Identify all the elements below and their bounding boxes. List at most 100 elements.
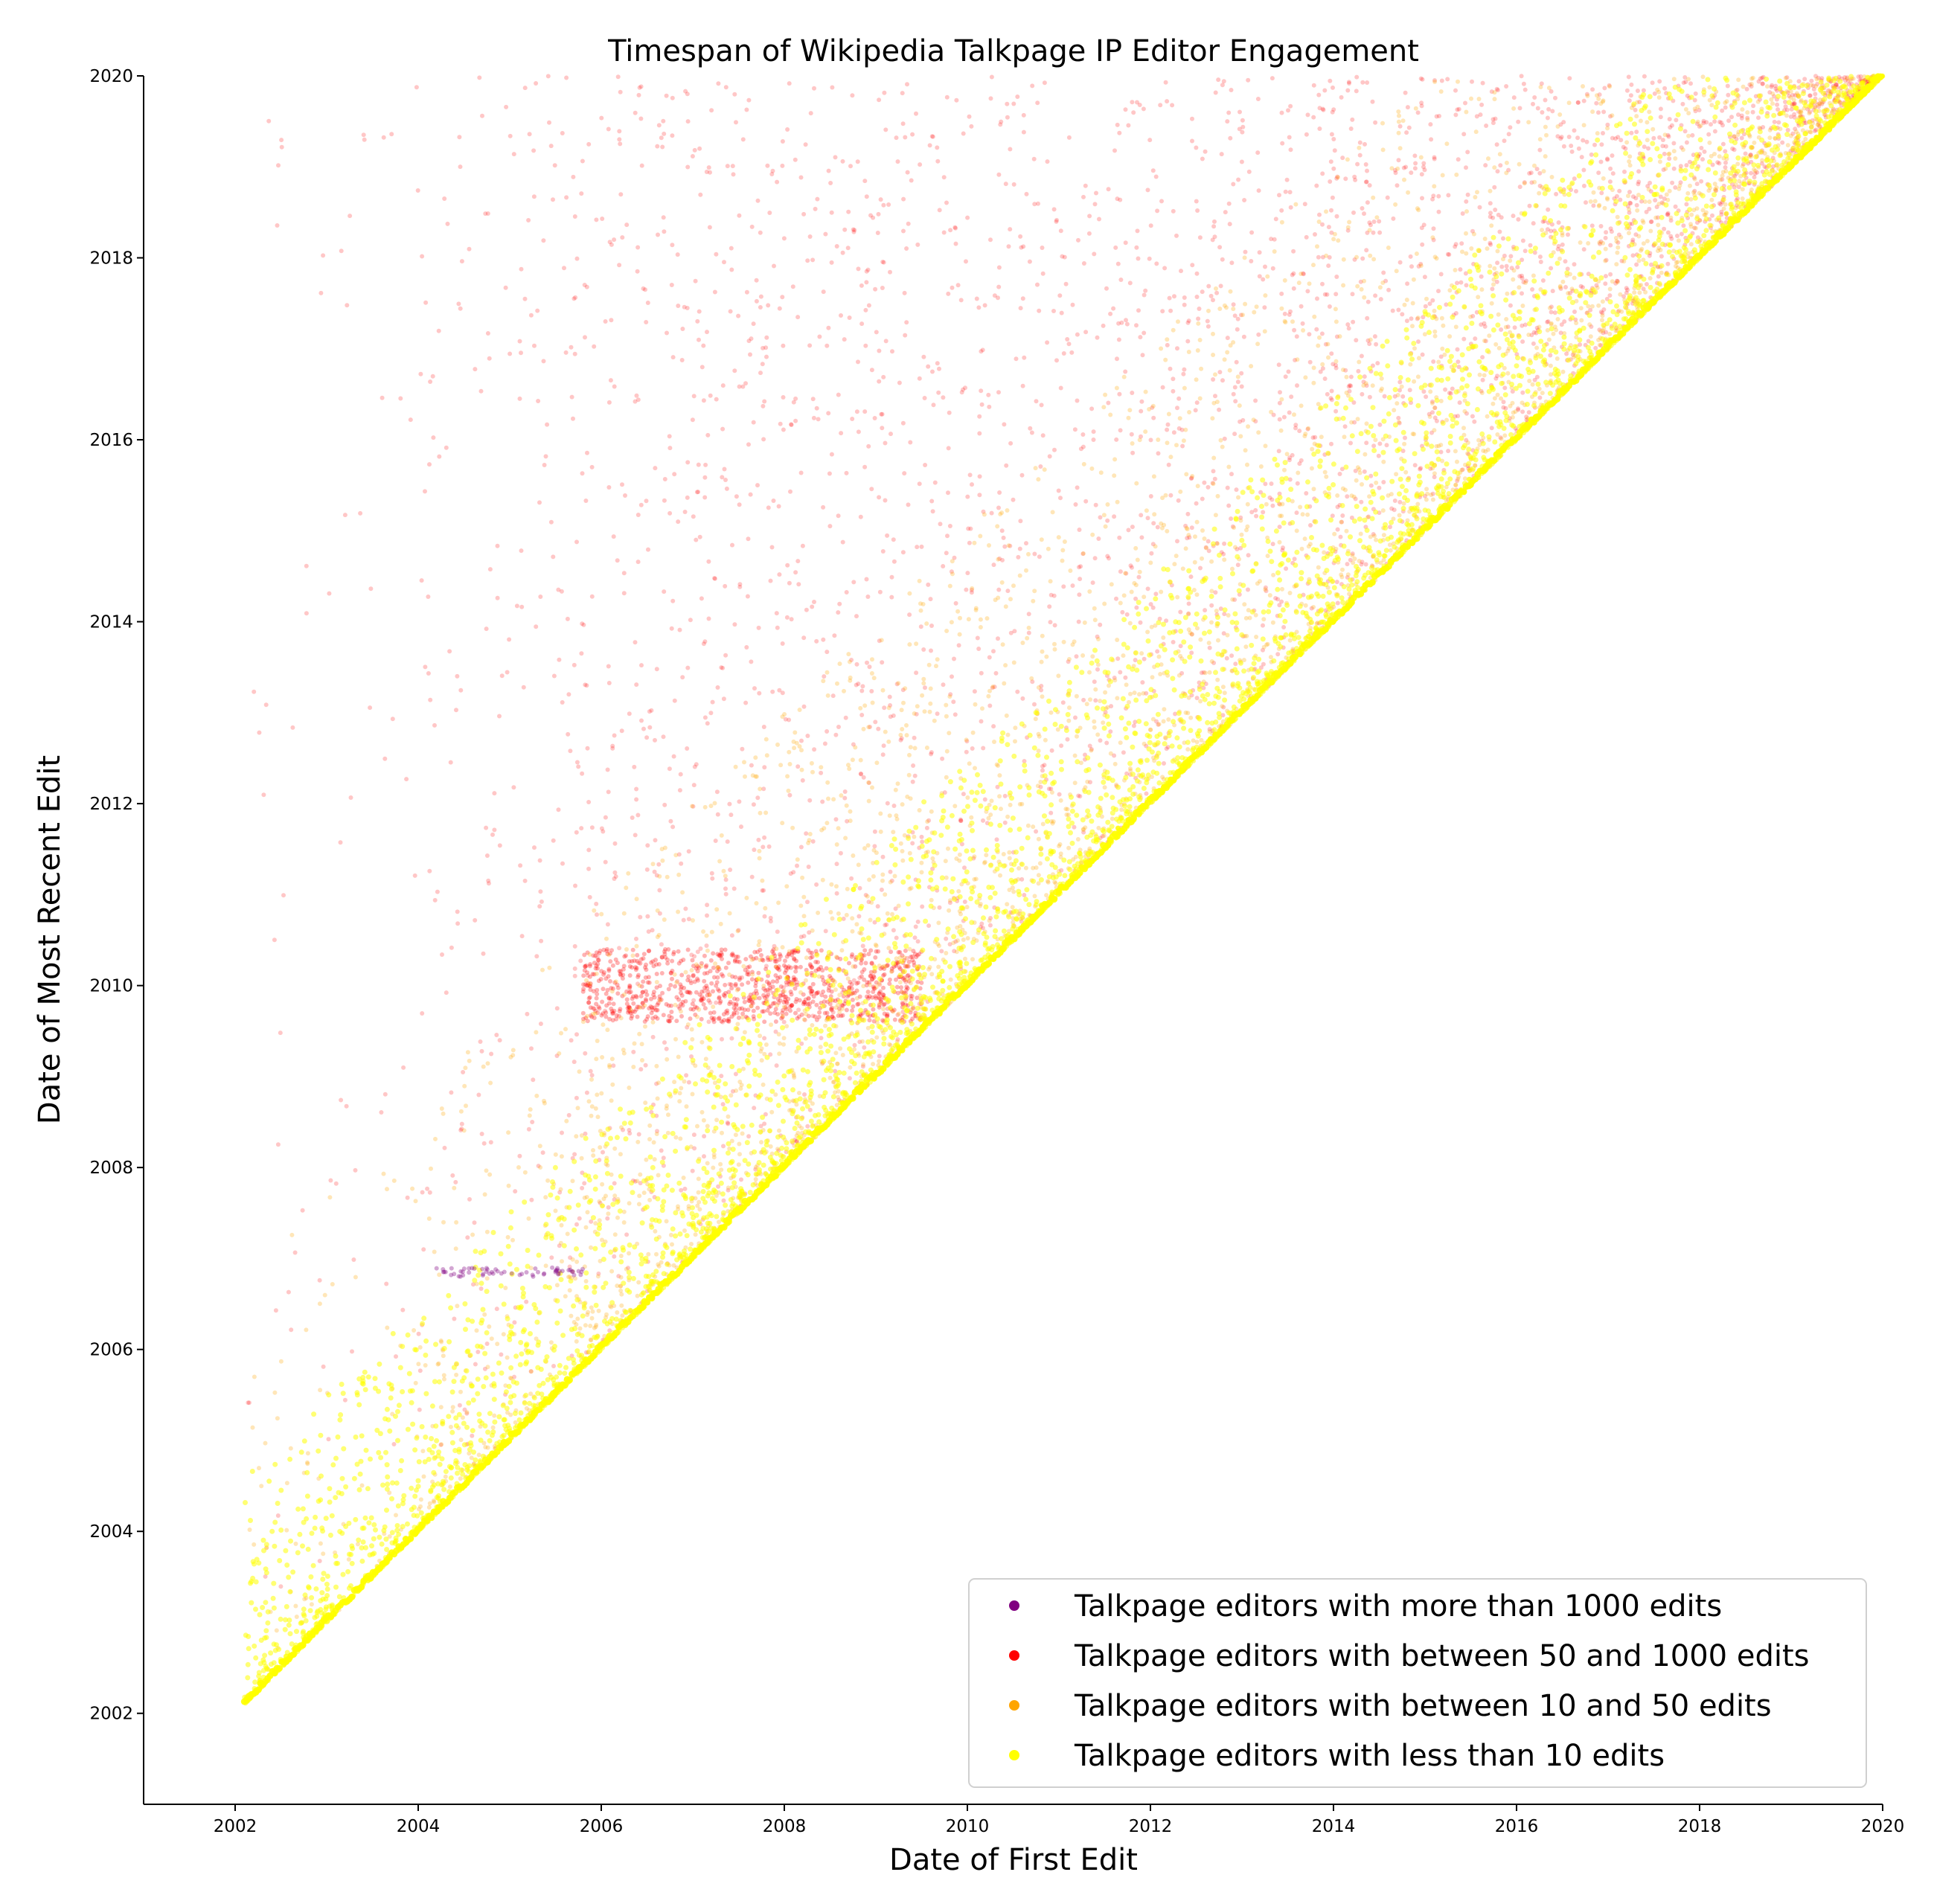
- red-point: [771, 499, 776, 503]
- red-point: [886, 202, 891, 207]
- red-point: [1519, 74, 1524, 79]
- red-point: [519, 266, 524, 272]
- red-point: [487, 356, 492, 361]
- red-point: [1020, 296, 1025, 301]
- red-point: [881, 985, 886, 990]
- red-point: [1057, 792, 1062, 797]
- red-point: [1077, 592, 1082, 597]
- red-point: [965, 494, 970, 499]
- red-point: [989, 510, 994, 516]
- red-point: [789, 617, 794, 622]
- red-point: [866, 443, 871, 449]
- red-point: [1540, 110, 1545, 115]
- red-point: [762, 1121, 767, 1126]
- red-point: [914, 670, 919, 676]
- red-point: [473, 367, 478, 372]
- orange-point: [836, 1094, 840, 1100]
- red-point: [1546, 207, 1551, 212]
- red-point: [1522, 180, 1527, 185]
- red-point: [1810, 83, 1816, 89]
- red-point: [887, 694, 892, 699]
- red-point: [1321, 107, 1326, 112]
- orange-point: [506, 1183, 511, 1188]
- red-point: [774, 959, 779, 964]
- red-point: [1559, 135, 1564, 140]
- orange-point: [1301, 328, 1306, 333]
- orange-point: [628, 1007, 633, 1013]
- red-point: [1093, 502, 1098, 507]
- orange-point: [1056, 535, 1061, 540]
- red-point: [1370, 99, 1375, 104]
- red-point: [765, 1008, 770, 1013]
- red-point: [1400, 449, 1406, 453]
- red-point: [1520, 409, 1525, 414]
- red-point: [485, 331, 490, 336]
- orange-point: [606, 952, 612, 958]
- red-point: [1618, 197, 1623, 202]
- red-point: [1736, 112, 1741, 118]
- red-point: [1609, 229, 1614, 234]
- red-point: [1194, 145, 1199, 150]
- red-point: [1281, 414, 1287, 420]
- red-point: [1389, 506, 1395, 511]
- red-point: [880, 260, 886, 264]
- red-point: [1720, 177, 1725, 182]
- red-point: [368, 586, 374, 592]
- red-point: [871, 975, 877, 980]
- red-point: [1502, 385, 1508, 391]
- orange-point: [883, 729, 888, 734]
- red-point: [1220, 378, 1225, 383]
- red-point: [1165, 427, 1170, 432]
- red-point: [1756, 115, 1761, 121]
- red-point: [1189, 650, 1194, 655]
- orange-point: [1333, 307, 1338, 312]
- red-point: [1362, 469, 1367, 474]
- red-point: [1690, 132, 1695, 138]
- red-point: [1162, 266, 1168, 271]
- red-point: [1088, 780, 1092, 785]
- red-point: [1261, 277, 1266, 282]
- orange-point: [1418, 263, 1424, 269]
- red-point: [704, 943, 709, 948]
- red-point: [670, 355, 676, 360]
- orange-point: [737, 1141, 742, 1147]
- red-point: [532, 845, 537, 850]
- red-point: [1802, 77, 1807, 82]
- red-point: [1623, 146, 1628, 151]
- red-point: [1310, 435, 1316, 440]
- orange-point: [1693, 225, 1698, 231]
- red-point: [878, 197, 883, 202]
- red-point: [1396, 415, 1401, 420]
- red-point: [1246, 77, 1251, 83]
- red-point: [1026, 612, 1031, 617]
- orange-point: [950, 559, 955, 564]
- orange-point: [1453, 449, 1458, 454]
- red-point: [1051, 207, 1057, 212]
- red-point: [654, 1081, 659, 1086]
- red-point: [1598, 159, 1604, 164]
- red-point: [1392, 507, 1397, 513]
- red-point: [1362, 211, 1366, 217]
- red-point: [667, 434, 672, 439]
- red-point: [1784, 75, 1790, 80]
- red-point: [552, 163, 557, 168]
- red-point: [1058, 496, 1063, 501]
- red-point: [1337, 472, 1342, 476]
- orange-point: [944, 775, 949, 780]
- red-point: [1578, 342, 1583, 347]
- red-point: [675, 252, 680, 257]
- red-point: [676, 997, 682, 1002]
- red-point: [574, 1222, 579, 1227]
- red-point: [763, 964, 769, 969]
- red-point: [1221, 551, 1226, 557]
- red-point: [633, 833, 638, 838]
- red-point: [827, 524, 833, 529]
- red-point: [1327, 254, 1332, 260]
- red-point: [608, 378, 613, 383]
- red-point: [752, 847, 757, 853]
- red-point: [1367, 183, 1372, 188]
- red-point: [1124, 612, 1130, 617]
- orange-point: [1105, 502, 1110, 507]
- red-point: [458, 1128, 464, 1132]
- red-point: [574, 830, 579, 835]
